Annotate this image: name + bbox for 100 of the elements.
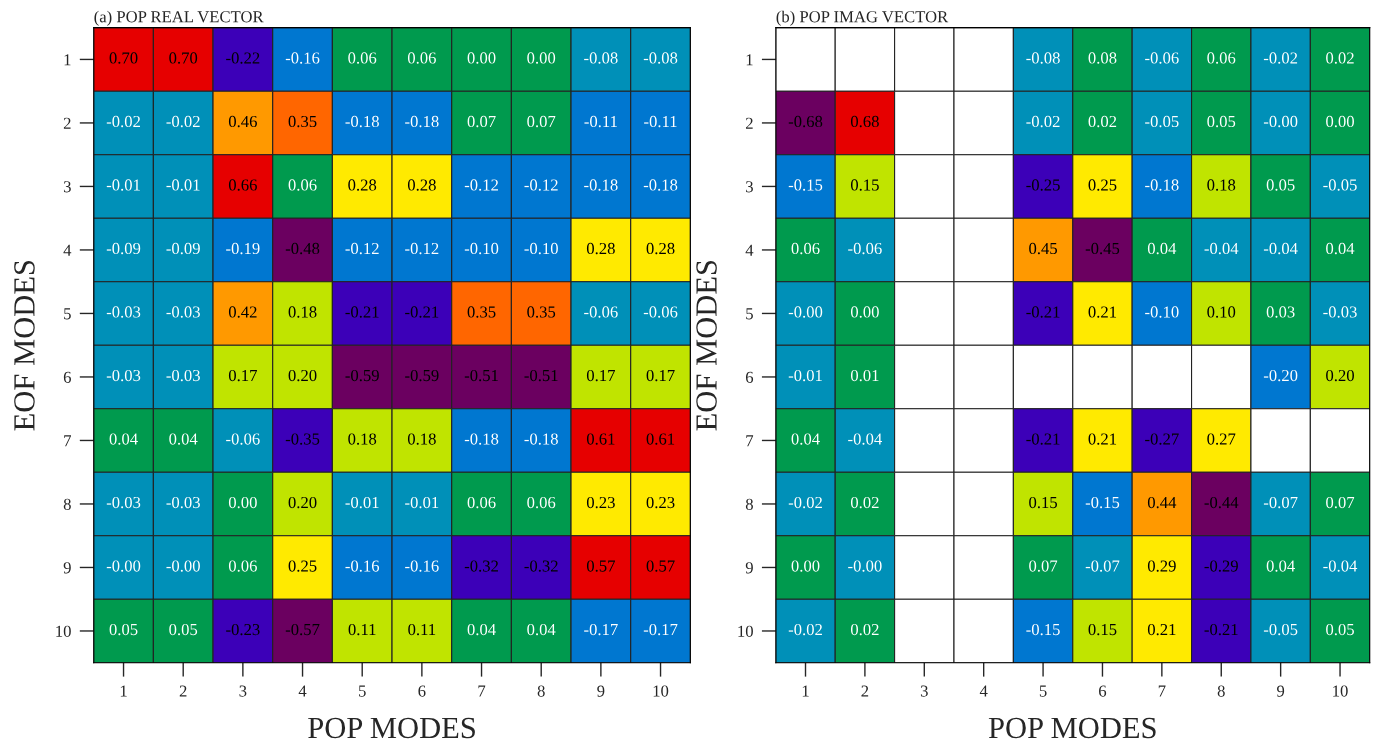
data-label: -0.06 xyxy=(584,306,618,318)
y-tick-label: 2 xyxy=(63,117,71,129)
data-label: 0.07 xyxy=(1029,560,1058,572)
data-label: -0.11 xyxy=(644,115,677,128)
data-label: 0.04 xyxy=(527,623,556,636)
data-label: -0.59 xyxy=(345,369,379,382)
data-label: 0.42 xyxy=(228,306,257,318)
data-label: -0.21 xyxy=(405,306,439,318)
data-label: 0.06 xyxy=(288,179,317,191)
data-label: 0.20 xyxy=(288,369,317,382)
data-label: 0.17 xyxy=(586,369,615,382)
data-label: 0.70 xyxy=(169,52,198,64)
y-tick-label: 1 xyxy=(64,54,71,66)
y-tick-label: 6 xyxy=(63,371,71,383)
data-label: -0.12 xyxy=(345,242,379,255)
data-label: 0.18 xyxy=(348,433,377,445)
data-label: 0.70 xyxy=(109,52,138,64)
y-tick-label: 10 xyxy=(738,625,753,637)
data-label: 0.04 xyxy=(109,433,138,445)
data-label: -0.09 xyxy=(166,242,200,255)
data-label: 0.02 xyxy=(1326,52,1354,64)
y-tick-label: 8 xyxy=(745,498,753,510)
data-label: 0.04 xyxy=(169,433,198,445)
data-label: -0.18 xyxy=(524,433,558,445)
y-tick-label: 3 xyxy=(63,181,71,193)
data-label: 0.29 xyxy=(1147,560,1176,572)
x-tick-label: 1 xyxy=(802,685,809,697)
data-label: -0.45 xyxy=(1085,242,1120,255)
y-tick-label: 5 xyxy=(746,308,753,320)
data-label: -0.02 xyxy=(106,115,140,128)
data-label: -0.44 xyxy=(1204,496,1239,509)
data-label: -0.22 xyxy=(226,52,260,64)
data-label: 0.44 xyxy=(1147,496,1177,509)
data-label: -0.04 xyxy=(1323,560,1358,572)
data-label: 0.04 xyxy=(1266,560,1295,572)
data-label: -0.10 xyxy=(464,242,499,255)
data-label: -0.35 xyxy=(285,433,320,445)
y-tick-label: 1 xyxy=(746,54,753,66)
data-label: -0.08 xyxy=(1026,52,1060,64)
data-label: -0.01 xyxy=(106,179,140,191)
data-label: 0.04 xyxy=(1147,242,1177,255)
data-label: 0.61 xyxy=(646,433,675,445)
data-label: 0.02 xyxy=(850,496,879,509)
data-label: 0.15 xyxy=(1088,623,1117,636)
x-tick-label: 7 xyxy=(478,685,486,697)
data-label: -0.12 xyxy=(524,179,558,191)
data-label: -0.17 xyxy=(643,623,678,636)
data-label: 0.17 xyxy=(646,369,675,382)
data-label: -0.05 xyxy=(1263,623,1298,636)
y-axis-title: EOF MODES xyxy=(696,260,717,431)
data-label: -0.57 xyxy=(285,623,320,636)
data-label: -0.05 xyxy=(1323,179,1357,191)
data-label: -0.02 xyxy=(788,623,822,636)
data-label: -0.15 xyxy=(1085,496,1120,509)
data-label: 0.05 xyxy=(109,623,138,636)
x-tick-label: 5 xyxy=(1039,685,1047,697)
data-label: -0.01 xyxy=(405,496,439,509)
y-tick-label: 3 xyxy=(746,181,753,193)
data-label: 0.00 xyxy=(228,496,257,509)
data-label: -0.03 xyxy=(166,306,200,318)
data-label: -0.18 xyxy=(584,179,618,191)
data-label: -0.09 xyxy=(106,242,141,255)
data-label: -0.18 xyxy=(405,115,439,128)
data-label: -0.08 xyxy=(584,52,618,64)
y-axis-title: EOF MODES xyxy=(14,260,35,431)
data-label: -0.21 xyxy=(1026,306,1060,318)
chart-title: (b) POP IMAG VECTOR xyxy=(776,10,949,26)
data-label: 0.06 xyxy=(228,560,257,572)
data-label: 0.03 xyxy=(1266,306,1295,318)
data-label: 0.23 xyxy=(646,496,675,509)
x-axis-title: POP MODES xyxy=(988,717,1156,739)
data-label: -0.00 xyxy=(106,560,141,572)
data-label: -0.51 xyxy=(524,369,558,382)
data-label: -0.03 xyxy=(166,369,200,382)
data-label: -0.19 xyxy=(226,242,260,255)
data-label: 0.05 xyxy=(1266,179,1295,191)
y-tick-label: 9 xyxy=(63,562,71,574)
data-label: 0.02 xyxy=(1088,115,1117,128)
data-label: -0.16 xyxy=(285,52,320,64)
data-label: -0.01 xyxy=(788,369,822,382)
data-label: 0.20 xyxy=(288,496,317,509)
data-label: -0.16 xyxy=(405,560,439,572)
data-label: 0.06 xyxy=(348,52,377,64)
data-label: 0.18 xyxy=(288,306,317,318)
data-label: -0.05 xyxy=(1145,115,1179,128)
data-label: -0.01 xyxy=(166,179,200,191)
data-label: 0.00 xyxy=(850,306,879,318)
data-label: 0.08 xyxy=(1088,52,1117,64)
x-tick-label: 10 xyxy=(1333,685,1348,697)
data-label: -0.48 xyxy=(285,242,320,255)
data-label: -0.02 xyxy=(788,496,822,509)
data-label: 0.28 xyxy=(646,242,675,255)
data-label: -0.12 xyxy=(405,242,439,255)
data-label: -0.21 xyxy=(1026,433,1060,445)
data-label: -0.07 xyxy=(1085,560,1120,572)
data-label: -0.01 xyxy=(345,496,379,509)
data-label: -0.15 xyxy=(1026,623,1060,636)
chart-title: (a) POP REAL VECTOR xyxy=(94,10,264,26)
data-label: -0.02 xyxy=(166,115,200,128)
data-label: 0.17 xyxy=(228,369,257,382)
